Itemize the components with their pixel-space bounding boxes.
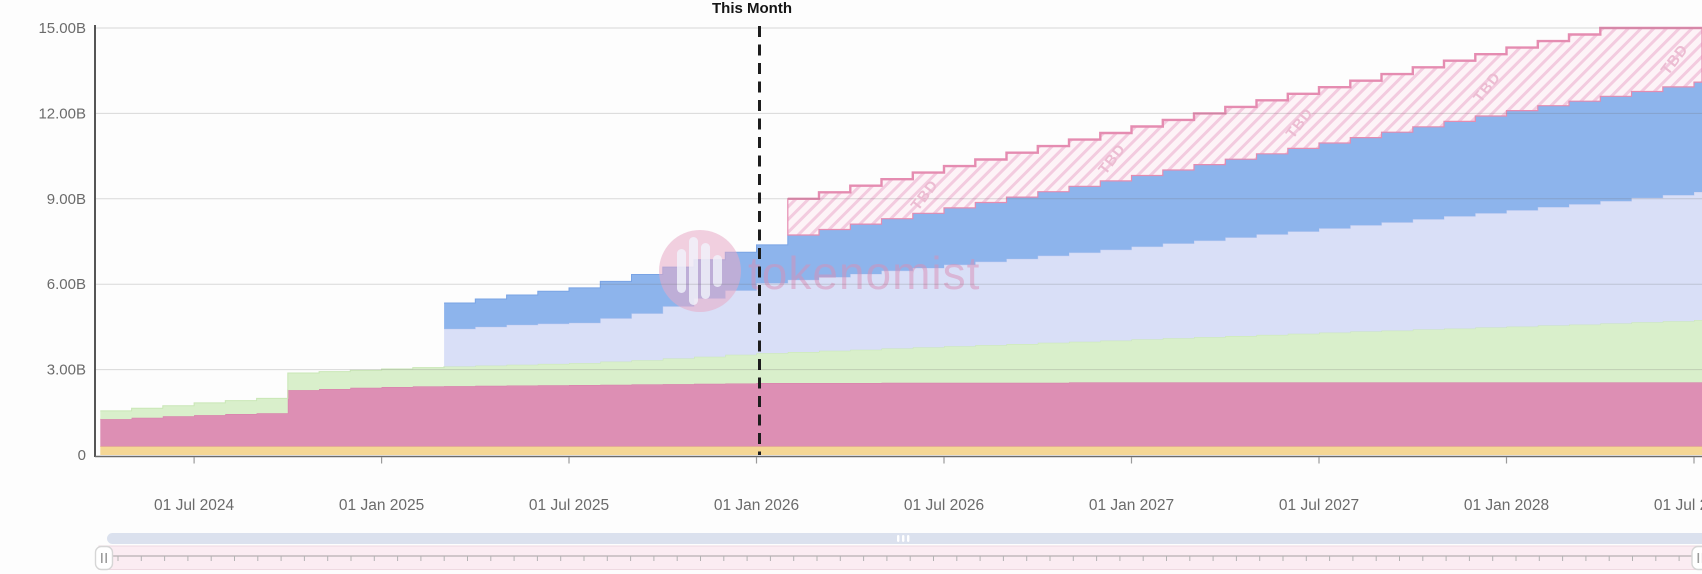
chart-scrollbar[interactable] xyxy=(107,533,1702,544)
x-axis-label: 01 Jan 2028 xyxy=(1464,497,1549,514)
scrollbar-track[interactable] xyxy=(107,533,1702,544)
y-axis-label: 3.00B xyxy=(47,362,86,379)
x-axis-label: 01 Jul 2026 xyxy=(904,497,984,514)
x-axis-ticks xyxy=(193,457,1695,464)
range-navigator[interactable] xyxy=(94,545,1702,571)
navigator-left-handle[interactable] xyxy=(94,545,114,571)
scrollbar-grip-icon[interactable] xyxy=(897,535,910,542)
y-axis-label: 12.00B xyxy=(38,105,86,122)
y-axis-label: 15.00B xyxy=(38,20,86,37)
x-axis-label: 01 Jan 2027 xyxy=(1089,497,1174,514)
area-green-band[interactable] xyxy=(100,320,1702,420)
navigator-ticks xyxy=(117,556,1680,561)
drag-grip-icon xyxy=(101,553,107,563)
x-axis-label: 01 Jul 2024 xyxy=(154,497,235,514)
this-month-label: This Month xyxy=(712,0,792,17)
line-tbd-hatched-band xyxy=(787,26,1702,200)
area-orange-band[interactable] xyxy=(100,446,1702,456)
x-axis-label: 01 Jul 2025 xyxy=(529,497,609,514)
x-axis-label: 01 Jul 2027 xyxy=(1279,497,1359,514)
y-axis-label: 6.00B xyxy=(47,276,86,293)
watermark-text: tokenomist xyxy=(748,247,980,299)
gridlines xyxy=(95,27,1702,371)
x-axis-label: 01 Jan 2026 xyxy=(714,497,799,514)
y-axis-label: 0 xyxy=(78,447,86,464)
navigator-right-handle[interactable] xyxy=(1691,545,1702,571)
stacked-areas[interactable] xyxy=(100,26,1702,456)
watermark-logo-icon xyxy=(659,230,741,312)
axis-labels: 0 3.00B 6.00B 9.00B 12.00B 15.00B 01 Jul 2024 0… xyxy=(38,20,1702,514)
drag-grip-icon xyxy=(1697,553,1702,563)
area-pink-band[interactable] xyxy=(100,382,1702,447)
x-axis-label: 01 Jul 2028 xyxy=(1654,497,1702,514)
navigator-track[interactable] xyxy=(98,545,1702,570)
y-axis-label: 9.00B xyxy=(47,191,86,208)
x-axis-label: 01 Jan 2025 xyxy=(339,497,424,514)
watermark: tokenomist xyxy=(659,230,980,312)
